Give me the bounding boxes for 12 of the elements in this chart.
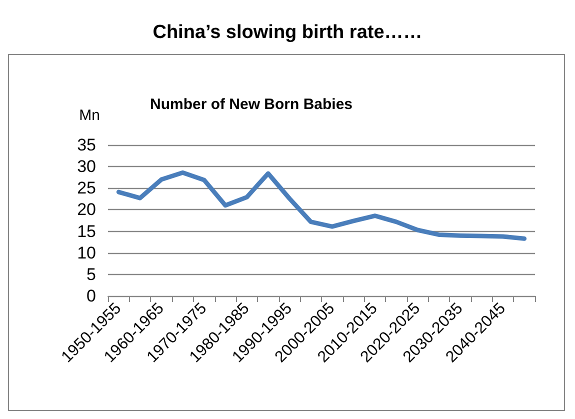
y-tick-label: 25 (77, 178, 96, 198)
y-tick-label: 35 (77, 136, 96, 154)
y-tick-label: 30 (77, 157, 96, 176)
y-tick-label: 10 (77, 243, 96, 262)
y-tick-label: 20 (77, 200, 96, 220)
line-series (116, 170, 527, 241)
chart-title: China’s slowing birth rate…… (152, 22, 422, 43)
y-axis-title: Mn (79, 107, 100, 124)
y-tick-label: 15 (77, 222, 96, 241)
y-tick-label: 5 (86, 264, 96, 284)
chart-subtitle: Number of New Born Babies (150, 96, 353, 113)
y-tick-label: 0 (86, 286, 96, 306)
